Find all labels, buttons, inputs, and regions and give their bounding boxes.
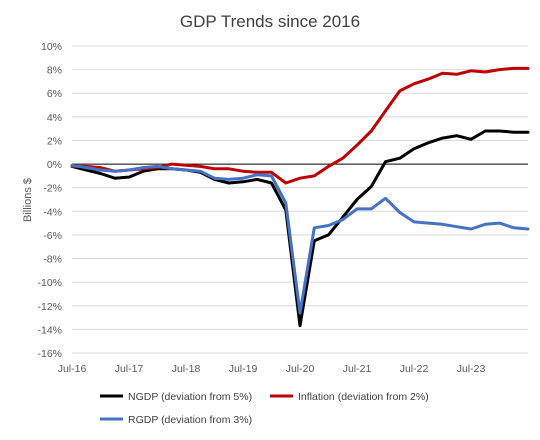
- x-tick-label: Jul-23: [457, 363, 486, 375]
- x-tick-label: Jul-19: [229, 363, 258, 375]
- y-tick-label: 0%: [47, 159, 62, 171]
- y-tick-label: -6%: [43, 230, 62, 242]
- x-tick-label: Jul-22: [400, 363, 429, 375]
- series-line-2: [70, 163, 530, 315]
- x-tick-label: Jul-17: [115, 363, 144, 375]
- x-tick-label: Jul-16: [58, 363, 87, 375]
- y-tick-label: 4%: [47, 112, 62, 124]
- y-tick-label: 8%: [47, 65, 62, 77]
- y-axis-ticks: 10% 8% 6% 4% 2% 0% -2% -4% -6% -8% -10% -12% -14% -16…: [37, 41, 62, 360]
- chart-title: GDP Trends since 2016: [180, 12, 360, 31]
- x-tick-label: Jul-20: [286, 363, 315, 375]
- y-tick-label: -4%: [43, 206, 62, 218]
- series-lines: [70, 66, 530, 328]
- gridlines: [72, 45, 528, 354]
- y-tick-label: -10%: [37, 277, 62, 289]
- legend-label: Inflation (deviation from 2%): [298, 391, 429, 403]
- y-tick-label: -8%: [43, 254, 62, 266]
- y-tick-label: -16%: [37, 348, 62, 360]
- x-axis-ticks: Jul-16 Jul-17 Jul-18 Jul-19 Jul-20 Jul-21 Jul-…: [58, 363, 486, 375]
- legend-label: RGDP (deviation from 3%): [128, 414, 252, 426]
- y-tick-label: -2%: [43, 183, 62, 195]
- series-line-0: [70, 129, 530, 328]
- y-axis-label: Billions $: [22, 178, 34, 222]
- legend: NGDP (deviation from 5%) Inflation (devia…: [100, 391, 429, 426]
- y-tick-label: -12%: [37, 301, 62, 313]
- y-tick-label: 2%: [47, 135, 62, 147]
- legend-item: RGDP (deviation from 3%): [100, 414, 252, 426]
- y-tick-label: 6%: [47, 88, 62, 100]
- legend-item: Inflation (deviation from 2%): [270, 391, 429, 403]
- y-tick-label: -14%: [37, 324, 62, 336]
- series-line-1: [70, 66, 530, 185]
- legend-item: NGDP (deviation from 5%): [100, 391, 252, 403]
- x-tick-label: Jul-18: [172, 363, 201, 375]
- y-tick-label: 10%: [41, 41, 62, 53]
- legend-label: NGDP (deviation from 5%): [128, 391, 252, 403]
- x-tick-label: Jul-21: [343, 363, 372, 375]
